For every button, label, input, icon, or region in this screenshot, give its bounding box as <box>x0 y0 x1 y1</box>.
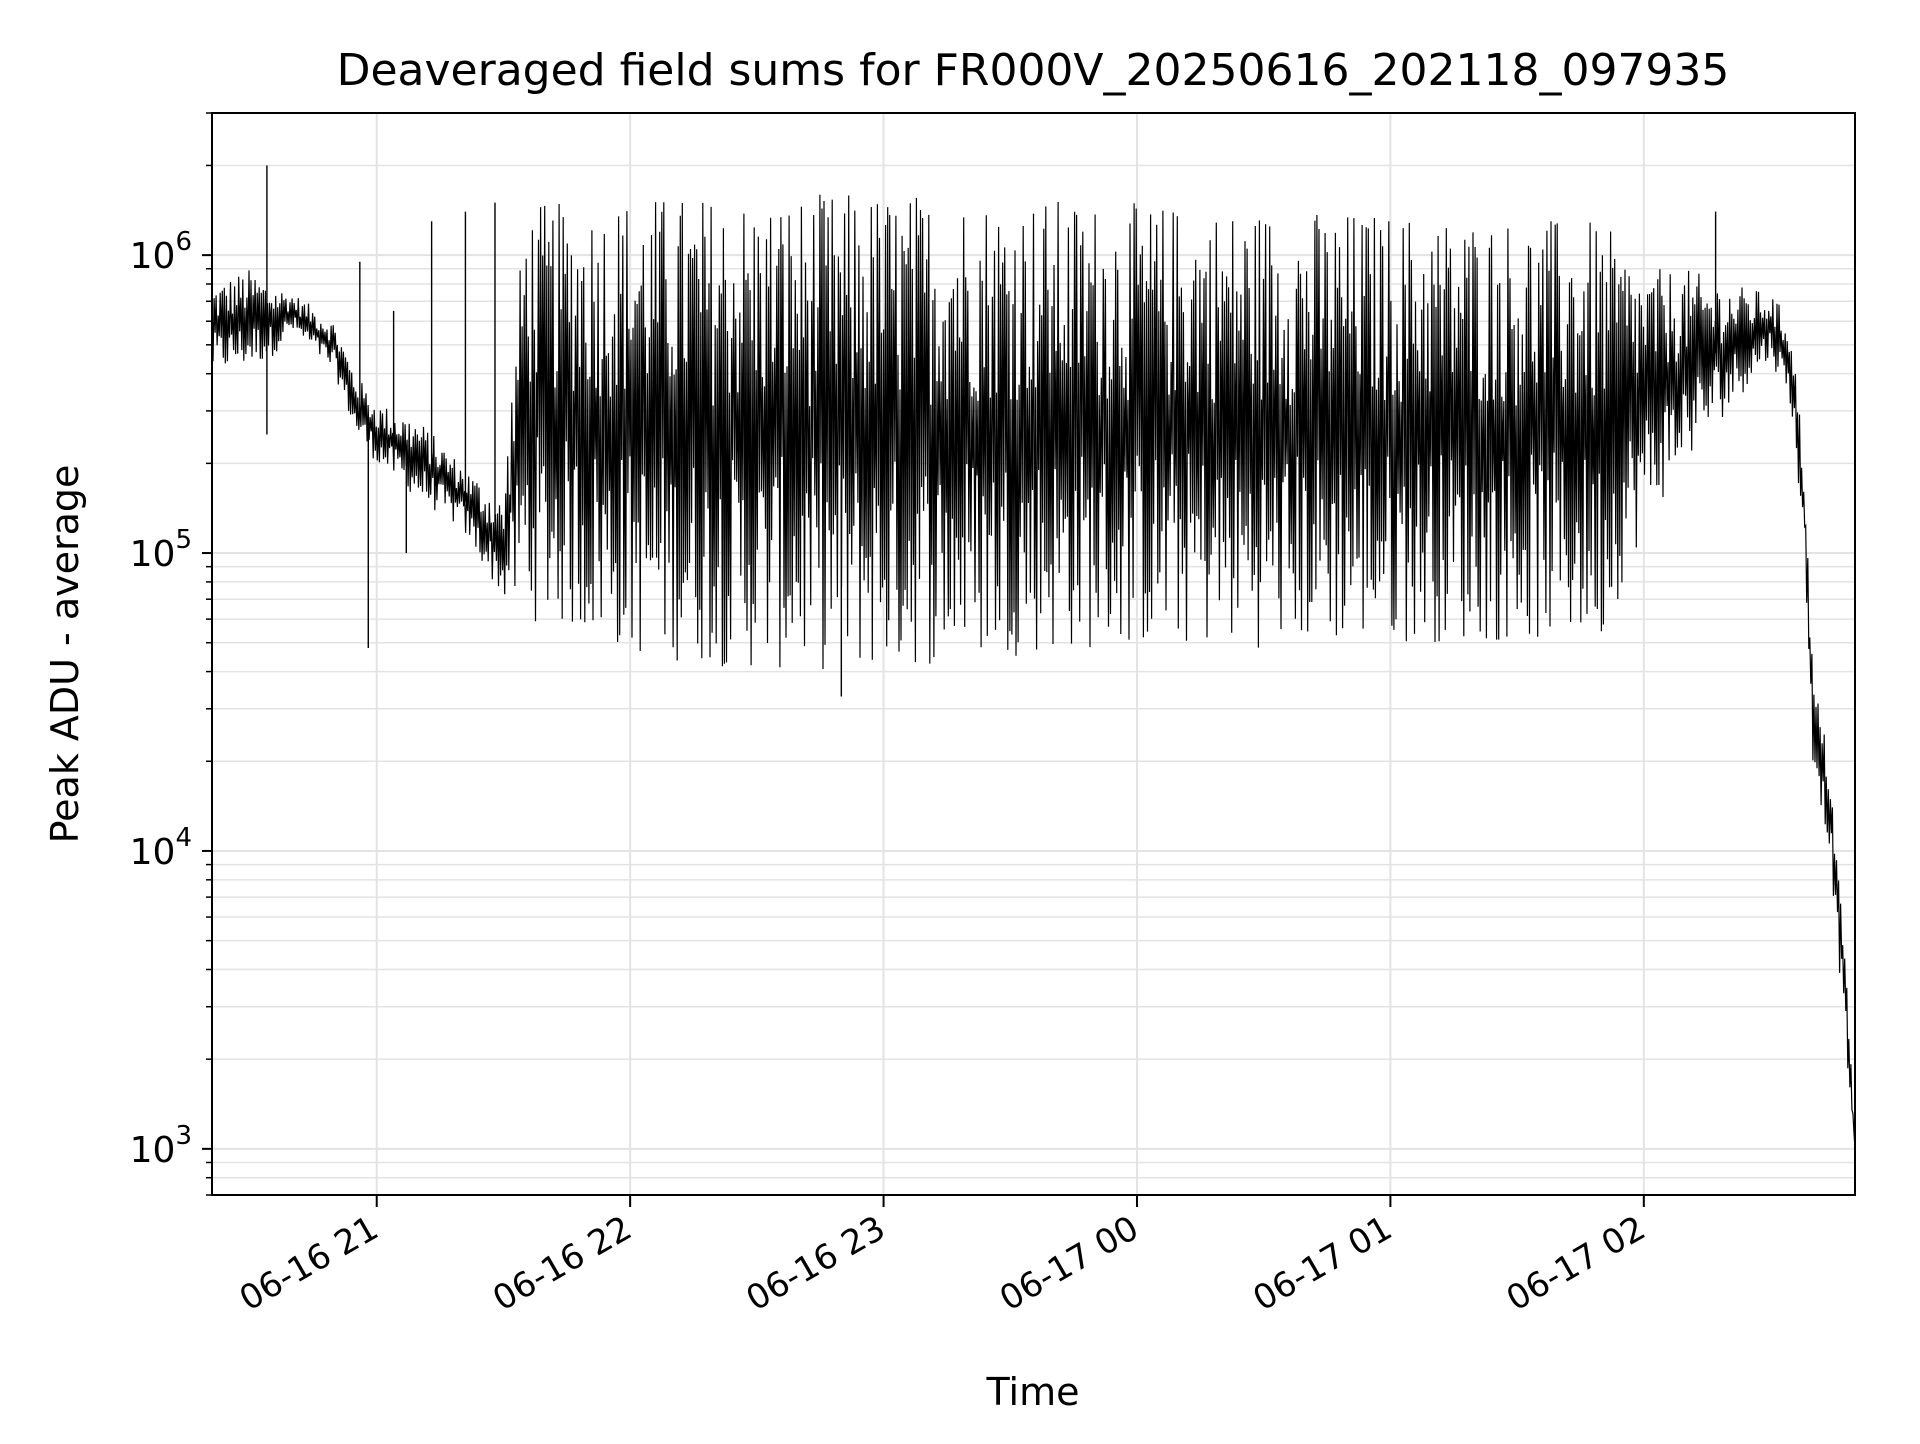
x-axis-label: Time <box>986 1370 1080 1414</box>
chart-title: Deaveraged field sums for FR000V_2025061… <box>337 45 1730 96</box>
y-axis-label: Peak ADU - average <box>43 465 87 844</box>
